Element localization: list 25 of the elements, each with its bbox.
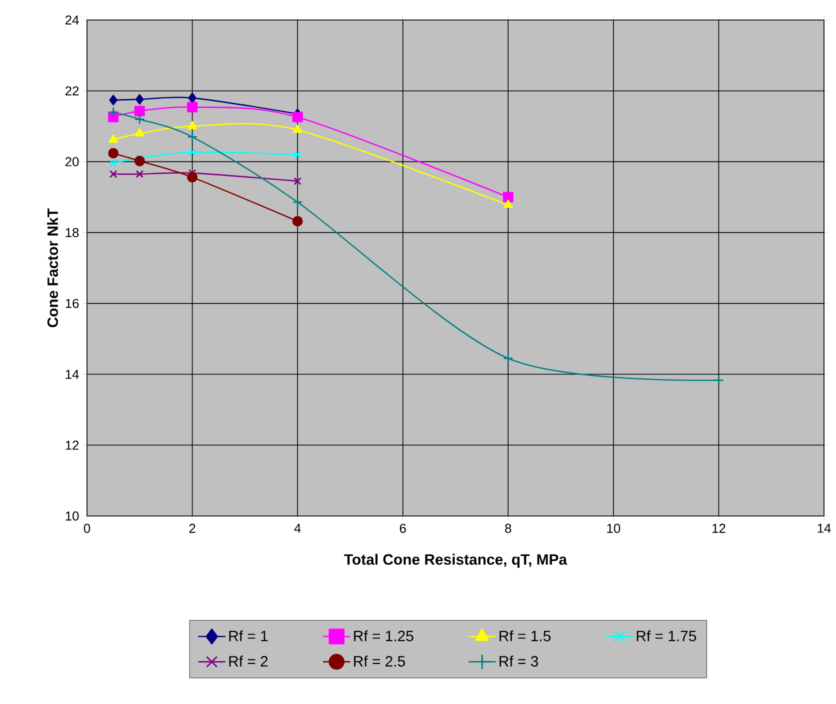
legend-label: Rf = 1.75	[636, 630, 696, 642]
y-axis-title: Cone Factor NkT	[47, 208, 58, 328]
x-tick-label: 12	[712, 524, 726, 533]
legend-label: Rf = 1.25	[354, 630, 414, 642]
y-tick-label: 14	[66, 370, 79, 379]
y-tick-label: 18	[66, 228, 79, 238]
legend-label: Rf = 2.5	[354, 656, 405, 667]
legend-label: Rf = 2	[229, 656, 268, 666]
x-tick-label: 14	[818, 524, 831, 533]
x-tick-label: 0	[84, 524, 90, 533]
y-tick-label: 20	[65, 157, 79, 166]
y-tick-label: 10	[66, 511, 79, 521]
x-tick-label: 2	[189, 524, 196, 533]
y-tick-label: 12	[66, 440, 79, 450]
legend-label: Rf = 1	[229, 630, 268, 642]
x-axis-title: Total Cone Resistance, qT, MPa	[344, 554, 568, 568]
legend-label: Rf = 3	[500, 656, 538, 667]
x-tick-label: 6	[400, 524, 406, 533]
y-tick-label: 16	[66, 298, 79, 308]
y-tick-label: 22	[65, 86, 79, 96]
x-tick-label: 10	[607, 524, 620, 533]
x-tick-label: 4	[294, 524, 301, 533]
legend-label: Rf = 1.5	[500, 630, 551, 642]
y-tick-label: 24	[65, 15, 79, 25]
x-tick-label: 8	[505, 524, 512, 533]
